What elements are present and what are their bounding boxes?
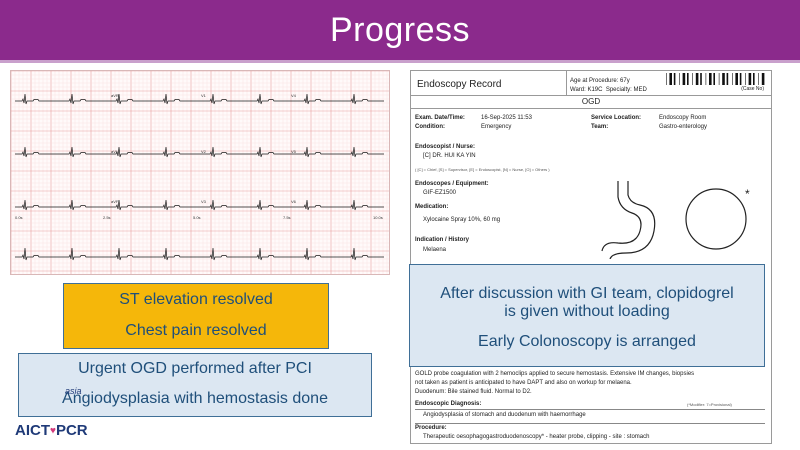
circle-diagram <box>685 188 747 250</box>
ogd-text: Urgent OGD performed after PCI <box>78 360 312 377</box>
ecg-time-label: 10.0s <box>373 215 383 220</box>
aict-pcr-logo: asia AICT♥PCR <box>15 386 105 442</box>
clopidogrel-text: After discussion with GI team, clopidogr… <box>440 285 734 302</box>
role-legend: ( [C] = Chief, [S] = Supervisor, [E] = E… <box>415 167 550 172</box>
stomach-diagram <box>601 181 656 259</box>
team-label: Team: <box>591 124 609 130</box>
divider <box>415 423 765 424</box>
diagnosis-value: Angiodysplasia of stomach and duodenum w… <box>423 412 586 418</box>
specialty-value: MED <box>633 87 647 93</box>
st-resolution-box: ST elevation resolved Chest pain resolve… <box>63 283 329 349</box>
slide-title: Progress <box>329 10 471 49</box>
ecg-time-label: 5.0s <box>193 215 201 220</box>
medication-value: Xylocaine Spray 10%, 60 mg <box>423 217 501 223</box>
service-value: Endoscopy Room <box>659 115 707 121</box>
condition-value: Emergency <box>481 124 512 130</box>
indication-value: Melaena <box>423 247 447 253</box>
equipment-value: GIF-EZ1500 <box>423 190 457 196</box>
ecg-lead-label: V1 <box>201 93 206 98</box>
ward-value: K19C <box>587 87 603 93</box>
ecg-lead-label: V5 <box>291 149 296 154</box>
asterisk-mark: * <box>745 187 750 201</box>
ecg-time-label: 2.5s <box>103 215 111 220</box>
chest-pain-text: Chest pain resolved <box>125 322 267 339</box>
gi-team-box: After discussion with GI team, clopidogr… <box>409 264 765 367</box>
title-banner: Progress <box>0 0 800 60</box>
modifier-note: (*Modifier: 7=Provisional) <box>687 402 732 407</box>
findings-line: GOLD probe coagulation with 2 hemoclips … <box>415 371 695 377</box>
banner-divider <box>0 60 800 63</box>
ecg-lead-label: aVF <box>111 199 119 204</box>
ecg-lead-label: V6 <box>291 199 296 204</box>
logo-asia-text: asia <box>65 386 82 396</box>
ecg-trace <box>11 71 389 274</box>
ecg-lead-label: aVL <box>111 149 119 154</box>
endoscopist-label: Endoscopist / Nurse: <box>415 144 476 150</box>
angiodysplasia-text: Angiodysplasia with hemostasis done <box>62 390 328 407</box>
indication-label: Indication / History <box>415 237 470 243</box>
ogd-box: Urgent OGD performed after PCI Angiodysp… <box>18 353 372 417</box>
ecg-lead-label: V3 <box>201 199 206 204</box>
logo-text: AICT♥PCR <box>15 422 88 439</box>
ecg-lead-label: aVR <box>111 93 119 98</box>
medication-label: Medication: <box>415 204 449 210</box>
procedure-header: OGD <box>411 95 771 109</box>
st-elevation-text: ST elevation resolved <box>119 291 273 308</box>
ecg-time-label: 7.5s <box>283 215 291 220</box>
logo-pcr: PCR <box>55 422 88 439</box>
findings-line: not taken as patient is anticipated to h… <box>415 380 632 386</box>
exam-label: Exam. Date/Time: <box>415 115 465 121</box>
endoscopy-record: Endoscopy Record Age at Procedure: 67y W… <box>410 70 772 444</box>
procedure-value: Therapeutic oesophagogastroduodenoscopy*… <box>423 434 650 440</box>
ecg-lead-label: V2 <box>201 149 206 154</box>
age-value: 67y <box>620 78 630 84</box>
diagnosis-label: Endoscopic Diagnosis: <box>415 401 482 407</box>
colonoscopy-text: Early Colonoscopy is arranged <box>478 333 696 350</box>
equipment-label: Endoscopes / Equipment: <box>415 181 489 187</box>
exam-value: 16-Sep-2025 11:53 <box>481 115 532 121</box>
divider <box>415 409 765 410</box>
procedure-label: Procedure: <box>415 425 447 431</box>
record-title: Endoscopy Record <box>417 79 502 90</box>
endoscopist-value: [C] DR. HUI KA YIN <box>423 153 476 159</box>
service-label: Service Location: <box>591 115 642 121</box>
condition-label: Condition: <box>415 124 445 130</box>
ecg-lead-label: V4 <box>291 93 296 98</box>
ecg-time-label: 0.0s <box>15 215 23 220</box>
specialty-label: Specialty: <box>605 87 632 93</box>
case-no: (Case No) <box>741 86 764 92</box>
team-value: Gastro-enterology <box>659 124 708 130</box>
age-label: Age at Procedure: <box>570 78 619 84</box>
logo-heart-icon: ♥ <box>50 425 56 437</box>
logo-aict: AICT <box>15 422 50 439</box>
loading-text: is given without loading <box>504 303 670 320</box>
barcode <box>666 73 765 85</box>
findings-line: Duodenum: Bile stained fluid. Normal to … <box>415 389 532 395</box>
ward-label: Ward: <box>570 87 586 93</box>
ecg-image: aVR aVL aVF V1 V2 V3 V4 V5 V6 0.0s 2.5s … <box>10 70 390 275</box>
